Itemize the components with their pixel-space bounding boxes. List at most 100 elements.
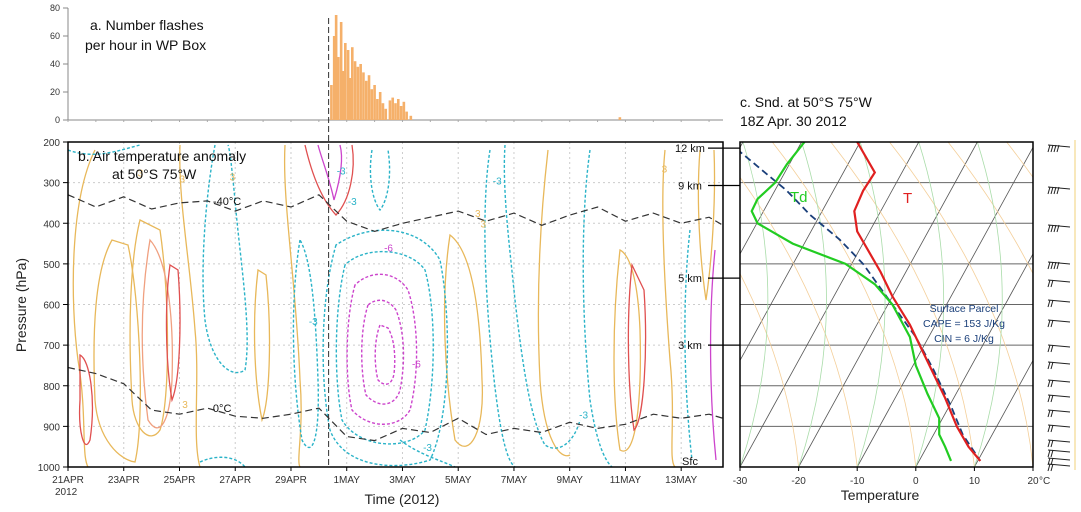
warm-contour-strong xyxy=(304,144,354,216)
panel-c-x-unit: °C xyxy=(1039,476,1050,487)
panel-c-title-line2: 18Z Apr. 30 2012 xyxy=(740,113,847,129)
flash-bar xyxy=(330,85,333,120)
sounding-td-line xyxy=(750,142,953,462)
wind-barb-shaft xyxy=(1047,319,1071,323)
parcel-annotation-line2: CAPE = 153 J/Kg xyxy=(923,318,1005,330)
wind-barb-flag xyxy=(1053,144,1057,153)
panel-c-plot xyxy=(740,142,1033,467)
flash-bar xyxy=(402,101,406,120)
cold-contour xyxy=(484,149,516,467)
contour-label: 3 xyxy=(662,164,668,175)
wind-barb-flag xyxy=(1056,261,1060,270)
wind-barb-shaft xyxy=(1047,379,1071,383)
wind-barb-flag xyxy=(1050,463,1054,472)
skew-isotherm xyxy=(740,142,802,255)
contour-label: 3 xyxy=(182,400,188,411)
wind-barb-flag xyxy=(1047,186,1051,195)
panel-b-x-tick-label: 23APR xyxy=(108,475,140,486)
warm-contour xyxy=(283,144,302,467)
flash-bar xyxy=(370,89,374,120)
panel-b-x-tick-label: 3MAY xyxy=(389,475,416,486)
panel-a-title-line1: a. Number flashes xyxy=(90,17,204,33)
panel-a-y-ticks: 0 20 40 60 80 xyxy=(50,3,68,125)
wind-barb-flag xyxy=(1050,449,1054,458)
flash-bar xyxy=(384,108,388,120)
flash-bar xyxy=(409,115,413,120)
warm-contour xyxy=(72,149,96,467)
dry-adiabat xyxy=(830,142,975,467)
wind-barb-flag xyxy=(1047,261,1051,270)
panel-c-x-ticks: -30 -20 -10 0 10 20 xyxy=(733,467,1039,487)
wind-barb-flag xyxy=(1050,261,1054,270)
panel-c-x-tick-label: -10 xyxy=(850,476,865,487)
skew-isotherm xyxy=(915,253,1033,467)
flash-bar xyxy=(399,106,403,120)
parcel-annotation-line1: Surface Parcel xyxy=(930,303,999,315)
wind-barb-flag xyxy=(1050,319,1054,328)
wind-barb-flag xyxy=(1047,144,1051,153)
flash-bar xyxy=(367,75,371,120)
cold-contour xyxy=(369,149,391,212)
wind-barb-flag xyxy=(1050,344,1054,353)
panel-b-y-tick-label: 900 xyxy=(43,422,60,433)
height-label: 3 km xyxy=(678,340,702,352)
moist-adiabat xyxy=(856,142,886,467)
panel-b-y-axis-label: Pressure (hPa) xyxy=(13,258,29,352)
flash-bar xyxy=(618,117,622,120)
dry-adiabat xyxy=(947,142,1033,275)
wind-barb-flag xyxy=(1047,224,1051,233)
wind-barb-flag xyxy=(1053,186,1057,195)
panel-b-height-labels: 12 km 9 km 5 km 3 km Sfc xyxy=(675,143,740,468)
moist-adiabat xyxy=(798,142,827,467)
contour-label: -3 xyxy=(348,197,357,208)
wind-barb-flag xyxy=(1047,394,1051,403)
wind-barb-flag xyxy=(1050,409,1054,418)
panel-c-x-tick-label: 0 xyxy=(913,476,919,487)
panel-a-y-tick-label: 20 xyxy=(50,87,60,97)
panel-b-title-line2: at 50°S 75°W xyxy=(112,166,197,182)
cold-contour xyxy=(322,229,449,467)
warm-contour xyxy=(662,149,676,467)
flash-bar xyxy=(362,72,365,120)
panel-c-series xyxy=(740,142,982,462)
parcel-annotation-line3: CIN = 6 J/Kg xyxy=(934,333,994,345)
panel-b-x-ticks: 21APR 23APR 25APR 27APR 29APR 1MAY 3MAY 5MAY 7MA… xyxy=(52,467,698,486)
contour-label: -3 xyxy=(423,443,432,454)
series-label-td: Td xyxy=(790,189,808,206)
wind-barb-shaft xyxy=(1047,424,1071,428)
panel-a-y-tick-label: 40 xyxy=(50,59,60,69)
dry-adiabat xyxy=(740,176,858,467)
flash-bar xyxy=(394,103,397,120)
wind-barb-flag xyxy=(1050,299,1054,308)
cold-contour xyxy=(399,439,456,467)
cold-contour xyxy=(199,456,246,467)
skew-isotherm xyxy=(740,142,861,362)
contour-label: 3 xyxy=(138,169,144,180)
wind-barb-flag xyxy=(1047,409,1051,418)
warm-contour-strong xyxy=(165,263,181,403)
wind-barb-shaft xyxy=(1047,299,1071,303)
height-label: 12 km xyxy=(675,143,705,155)
wind-barb-flag xyxy=(1050,186,1054,195)
wind-barb-flag xyxy=(1047,463,1051,472)
cold-contour xyxy=(335,250,434,445)
panel-c-x-axis-label: Temperature xyxy=(841,487,920,503)
panel-c-x-tick-label: -30 xyxy=(733,476,748,487)
contour-label: -3 xyxy=(309,317,318,328)
panel-c-x-tick-label: -20 xyxy=(791,476,806,487)
flash-bar xyxy=(332,36,336,120)
panel-b-x-tick-label: 11MAY xyxy=(610,475,642,486)
wind-barb-shaft xyxy=(1047,457,1071,461)
wind-barb-flag xyxy=(1047,279,1051,288)
panel-b-y-tick-label: 500 xyxy=(43,260,60,271)
flash-bar xyxy=(337,57,340,120)
wind-barb-flag xyxy=(1047,319,1051,328)
panel-b-x-tick-label: 7MAY xyxy=(501,475,528,486)
cold-contour-strong xyxy=(346,273,418,425)
panel-a-y-tick-label: 0 xyxy=(55,115,60,125)
cold-contour-strong xyxy=(317,144,343,201)
wind-barb-shaft xyxy=(1047,439,1071,443)
wind-barb-shaft xyxy=(1047,344,1071,348)
flash-bar xyxy=(353,61,357,120)
